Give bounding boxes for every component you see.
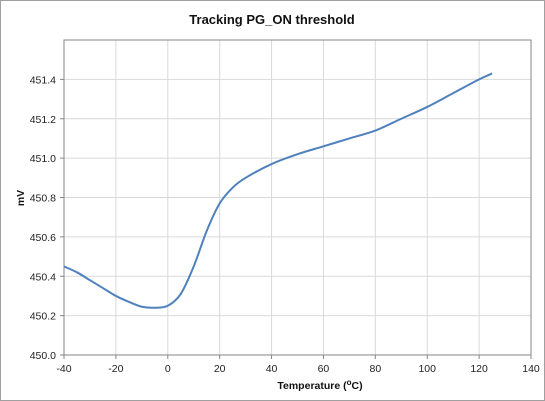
x-axis-title: Temperature (oC) (277, 378, 362, 392)
x-tick-label: 140 (522, 363, 540, 375)
y-tick-label: 451.4 (30, 74, 56, 86)
y-tick-label: 450.6 (30, 232, 56, 244)
series-group (63, 72, 493, 309)
y-axis-title: mV (15, 190, 27, 206)
x-tick-label: 40 (266, 363, 278, 375)
x-tick-label: 20 (214, 363, 226, 375)
x-tick-label: 80 (369, 363, 381, 375)
x-axis-title-main: Temperature ( (277, 380, 347, 392)
y-tick-label: 451.0 (30, 153, 56, 165)
x-tick-label: 100 (418, 363, 436, 375)
y-tick-label: 450.2 (30, 311, 56, 323)
chart-title: Tracking PG_ON threshold (189, 12, 354, 27)
x-tick-label: 0 (165, 363, 171, 375)
x-axis: -40 -20 0 20 40 60 80 100 120 140 (56, 355, 540, 375)
y-axis: 450.0 450.2 450.4 450.6 450.8 451.0 451.2 451.4 (30, 74, 64, 362)
y-tick-label: 450.4 (30, 271, 56, 283)
y-tick-label: 450.8 (30, 193, 56, 205)
grid (63, 40, 532, 356)
y-tick-label: 451.2 (30, 114, 56, 126)
x-tick-label: -20 (108, 363, 123, 375)
x-tick-label: -40 (56, 363, 71, 375)
x-axis-title-sup: o (347, 378, 352, 387)
x-tick-label: 60 (318, 363, 330, 375)
x-tick-label: 120 (470, 363, 488, 375)
series-line (63, 72, 493, 309)
x-axis-title-suffix: C) (352, 380, 363, 392)
y-tick-label: 450.0 (30, 350, 56, 362)
